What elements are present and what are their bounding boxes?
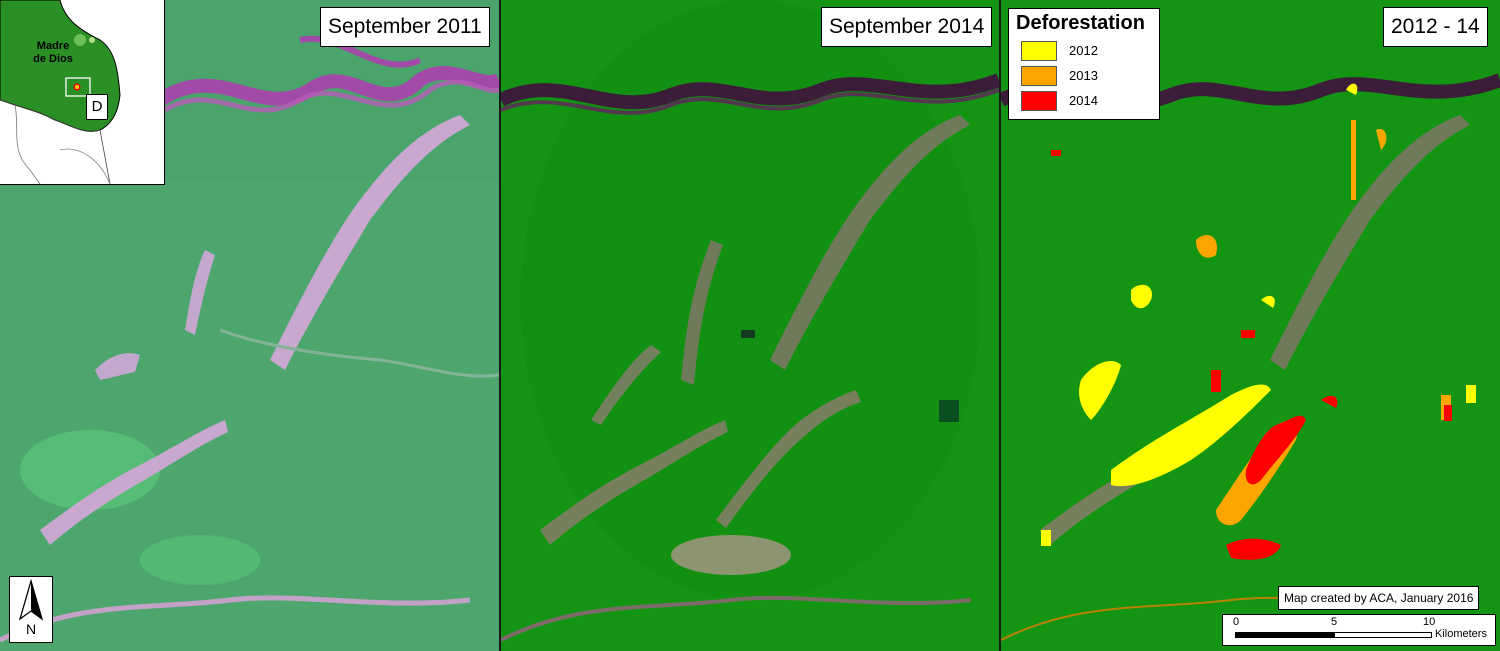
map-panel-2014: September 2014 bbox=[501, 0, 999, 651]
north-arrow-label: N bbox=[25, 621, 37, 637]
legend-swatch-2012 bbox=[1021, 41, 1057, 61]
north-arrow-icon bbox=[18, 578, 44, 621]
scale-tick-5: 5 bbox=[1331, 616, 1338, 628]
legend-label-2012: 2012 bbox=[1069, 43, 1098, 58]
inset-map-graphic bbox=[0, 0, 164, 184]
panel-title-2011: September 2011 bbox=[320, 7, 490, 47]
scale-segment-0-5 bbox=[1235, 632, 1335, 638]
scale-segment-5-10 bbox=[1334, 632, 1432, 638]
panel-divider bbox=[999, 0, 1001, 651]
deforestation-legend: Deforestation 2012 2013 2014 bbox=[1008, 8, 1160, 120]
scale-unit: Kilometers bbox=[1435, 628, 1487, 640]
scale-bar: 0 5 10 Kilometers bbox=[1222, 614, 1496, 646]
legend-swatch-2013 bbox=[1021, 66, 1057, 86]
map-panel-2011: Madre de Dios D September 2011 N bbox=[0, 0, 499, 651]
legend-label-2014: 2014 bbox=[1069, 93, 1098, 108]
satellite-image-2011 bbox=[0, 0, 499, 651]
panel-title-2012-14: 2012 - 14 bbox=[1383, 7, 1488, 47]
panel-divider bbox=[499, 0, 501, 651]
legend-swatch-2014 bbox=[1021, 91, 1057, 111]
north-arrow: N bbox=[9, 576, 53, 643]
panel-title-2014: September 2014 bbox=[821, 7, 993, 47]
legend-title: Deforestation bbox=[1016, 12, 1145, 34]
legend-label-2013: 2013 bbox=[1069, 68, 1098, 83]
inset-region-label: Madre de Dios bbox=[33, 40, 73, 65]
inset-zoom-marker: D bbox=[86, 94, 108, 120]
scale-tick-10: 10 bbox=[1423, 616, 1436, 628]
locator-inset-map: Madre de Dios D bbox=[0, 0, 165, 185]
satellite-image-2014 bbox=[501, 0, 999, 651]
map-credit: Map created by ACA, January 2016 bbox=[1278, 586, 1480, 610]
scale-tick-0: 0 bbox=[1233, 616, 1240, 628]
